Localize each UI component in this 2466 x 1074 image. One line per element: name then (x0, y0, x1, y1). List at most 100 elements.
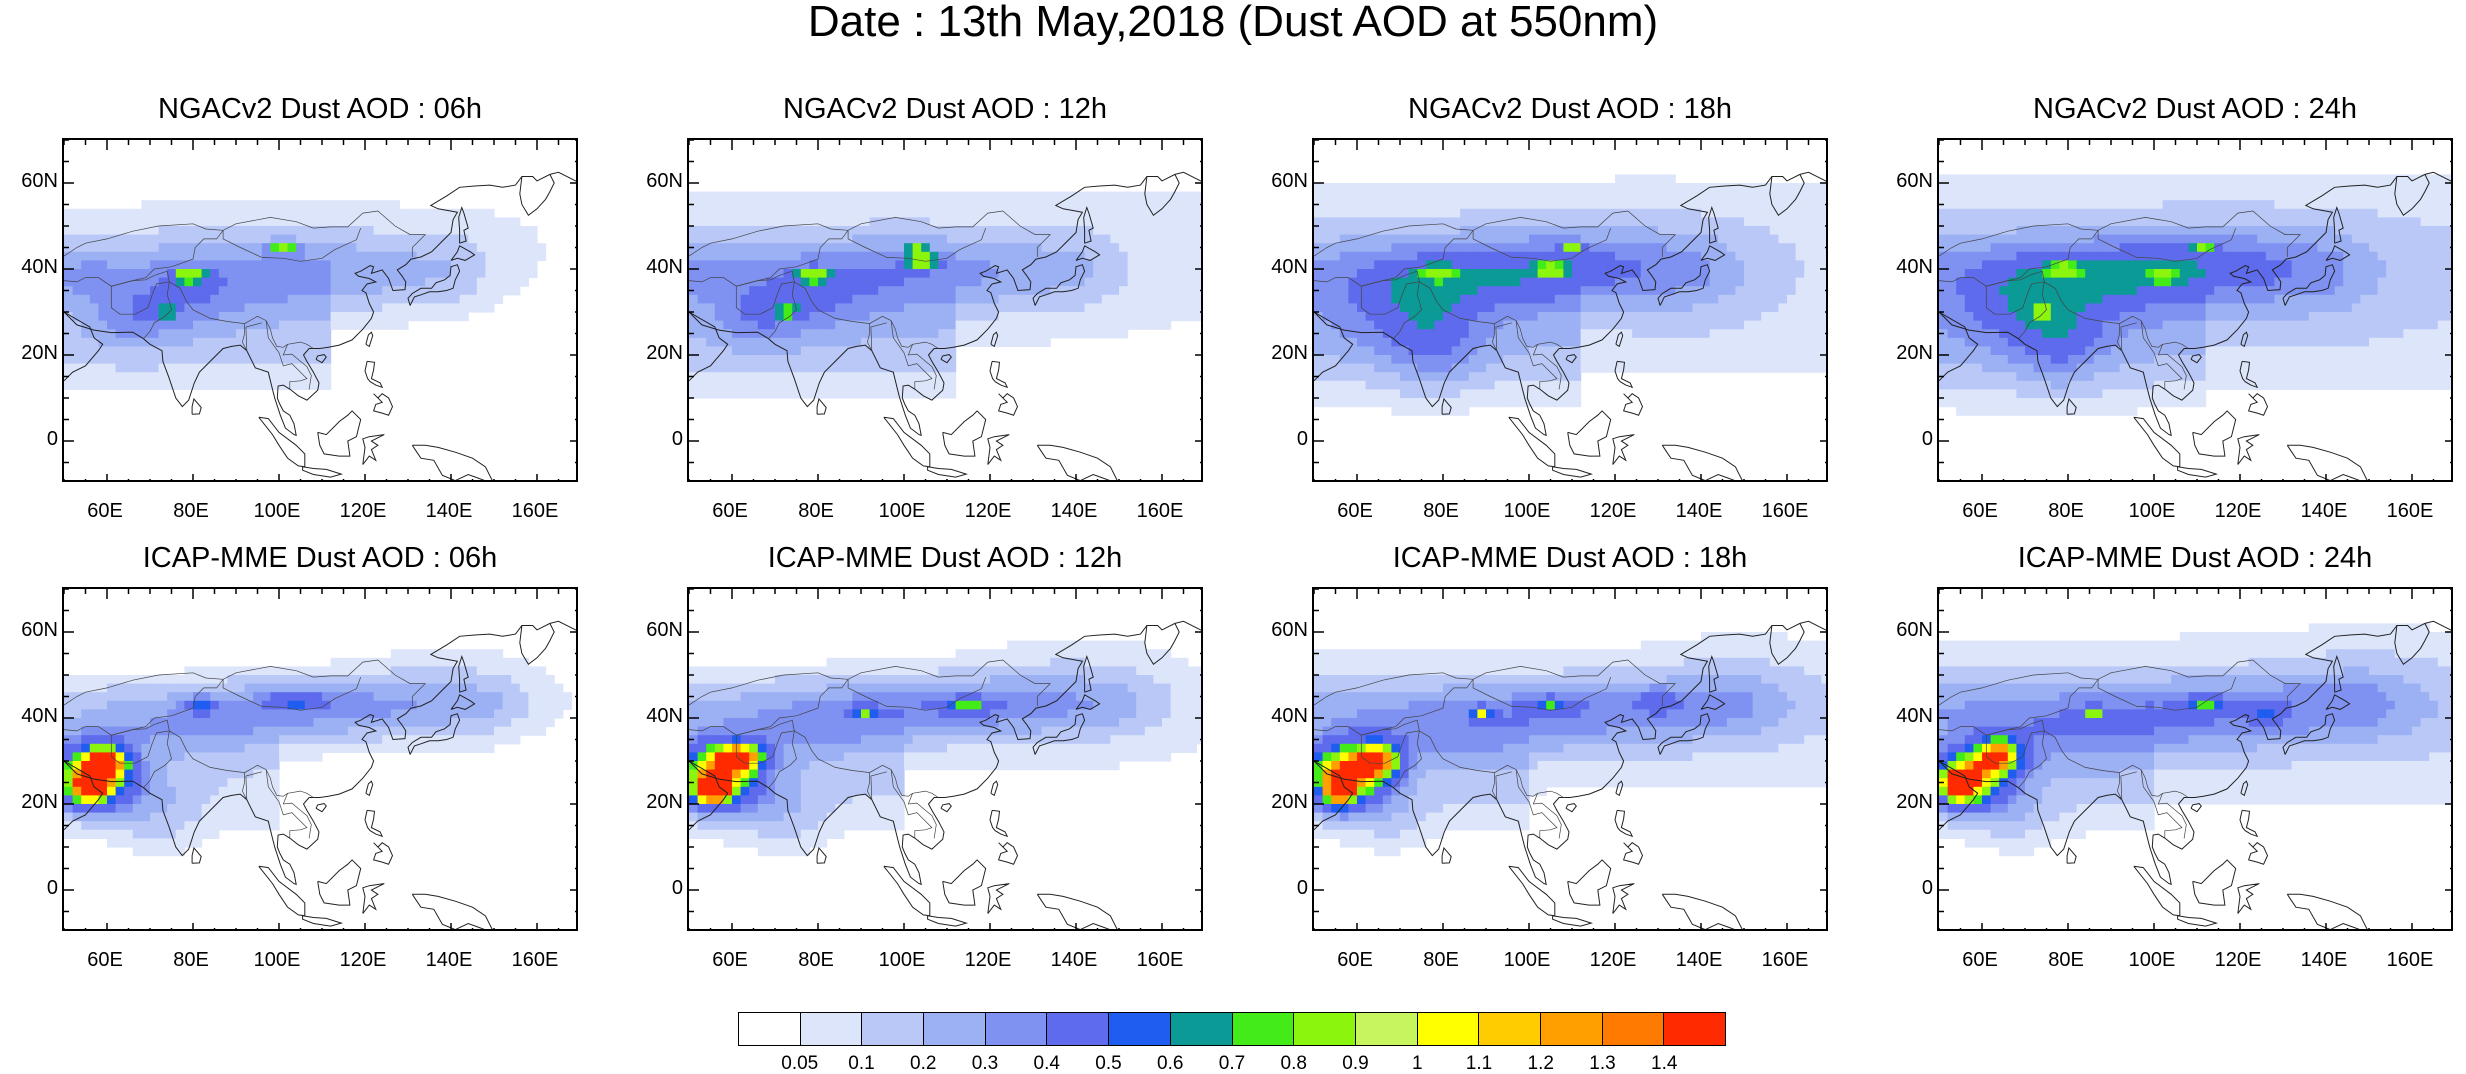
colorbar-swatch (1664, 1013, 1725, 1045)
lon-tick-label: 120E (953, 500, 1023, 522)
dust-aod-map (1314, 140, 1828, 482)
colorbar-label: 1.4 (1634, 1054, 1694, 1074)
panel-title: NGACv2 Dust AOD : 12h (665, 93, 1225, 125)
lon-tick-label: 160E (1750, 500, 1820, 522)
lat-tick-label: 0 (623, 428, 683, 450)
lon-tick-label: 160E (2375, 949, 2445, 971)
lon-tick-label: 60E (1945, 500, 2015, 522)
lat-tick-label: 20N (1873, 791, 1933, 813)
lon-tick-label: 80E (781, 500, 851, 522)
aod-field (689, 641, 1203, 857)
lon-tick-label: 100E (2117, 949, 2187, 971)
lat-tick-label: 0 (1248, 428, 1308, 450)
lat-tick-label: 20N (0, 342, 58, 364)
lon-tick-label: 160E (1125, 500, 1195, 522)
aod-field (1939, 174, 2453, 415)
lon-tick-label: 120E (328, 949, 398, 971)
lon-tick-label: 160E (500, 949, 570, 971)
lat-tick-label: 60N (0, 170, 58, 192)
colorbar-label: 0.9 (1326, 1054, 1386, 1074)
lat-tick-label: 60N (1873, 170, 1933, 192)
colorbar-label: 1.3 (1573, 1054, 1633, 1074)
lon-tick-label: 140E (2289, 949, 2359, 971)
lon-tick-label: 80E (1406, 949, 1476, 971)
lon-tick-label: 160E (1125, 949, 1195, 971)
lat-tick-label: 0 (0, 877, 58, 899)
lon-tick-label: 60E (1945, 949, 2015, 971)
figure-title: Date : 13th May,2018 (Dust AOD at 550nm) (0, 0, 2466, 44)
dust-aod-map (1314, 589, 1828, 931)
lon-tick-label: 120E (328, 500, 398, 522)
lat-tick-label: 40N (1873, 256, 1933, 278)
lon-tick-label: 160E (2375, 500, 2445, 522)
colorbar-label: 0.6 (1140, 1054, 1200, 1074)
lon-tick-label: 80E (781, 949, 851, 971)
map-frame (62, 587, 578, 931)
lat-tick-label: 60N (1873, 619, 1933, 641)
lon-tick-label: 160E (500, 500, 570, 522)
colorbar-swatch (1356, 1013, 1418, 1045)
map-frame (687, 138, 1203, 482)
lat-tick-label: 20N (1248, 791, 1308, 813)
lon-tick-label: 60E (1320, 949, 1390, 971)
lat-tick-label: 40N (1248, 256, 1308, 278)
colorbar-swatch (862, 1013, 924, 1045)
lat-tick-label: 0 (1248, 877, 1308, 899)
dust-aod-map (689, 589, 1203, 931)
colorbar-label: 0.05 (770, 1054, 830, 1074)
lat-tick-label: 60N (623, 170, 683, 192)
map-frame (1312, 138, 1828, 482)
lon-tick-label: 140E (1664, 949, 1734, 971)
lon-tick-label: 100E (242, 949, 312, 971)
colorbar-label: 0.4 (1017, 1054, 1077, 1074)
panel-title: NGACv2 Dust AOD : 06h (40, 93, 600, 125)
lat-tick-label: 0 (1873, 877, 1933, 899)
colorbar-label: 1.2 (1511, 1054, 1571, 1074)
colorbar-swatch (1479, 1013, 1541, 1045)
lat-tick-label: 60N (0, 619, 58, 641)
colorbar-swatch (1541, 1013, 1603, 1045)
aod-field (1939, 623, 2453, 856)
colorbar-label: 0.3 (955, 1054, 1015, 1074)
lat-tick-label: 20N (623, 342, 683, 364)
lat-tick-label: 20N (1248, 342, 1308, 364)
lon-tick-label: 140E (2289, 500, 2359, 522)
lon-tick-label: 80E (156, 949, 226, 971)
lon-tick-label: 80E (1406, 500, 1476, 522)
panel-title: NGACv2 Dust AOD : 24h (1915, 93, 2466, 125)
lat-tick-label: 60N (1248, 170, 1308, 192)
lon-tick-label: 100E (2117, 500, 2187, 522)
panel-title: ICAP-MME Dust AOD : 24h (1915, 542, 2466, 574)
colorbar-label: 1 (1387, 1054, 1447, 1074)
lon-tick-label: 100E (867, 949, 937, 971)
aod-field (1314, 174, 1828, 415)
colorbar-swatch (1109, 1013, 1171, 1045)
aod-field (64, 200, 546, 390)
map-frame (1312, 587, 1828, 931)
colorbar-swatch (801, 1013, 863, 1045)
lat-tick-label: 40N (1873, 705, 1933, 727)
lat-tick-label: 20N (0, 791, 58, 813)
lat-tick-label: 40N (0, 705, 58, 727)
lon-tick-label: 60E (70, 949, 140, 971)
panel-title: ICAP-MME Dust AOD : 18h (1290, 542, 1850, 574)
lat-tick-label: 20N (1873, 342, 1933, 364)
lat-tick-label: 20N (623, 791, 683, 813)
lon-tick-label: 80E (2031, 500, 2101, 522)
colorbar-swatch (1603, 1013, 1665, 1045)
lat-tick-label: 40N (0, 256, 58, 278)
colorbar-swatch (1233, 1013, 1295, 1045)
colorbar-swatch (739, 1013, 801, 1045)
lon-tick-label: 100E (867, 500, 937, 522)
lat-tick-label: 0 (1873, 428, 1933, 450)
lon-tick-label: 140E (1039, 949, 1109, 971)
lon-tick-label: 140E (414, 949, 484, 971)
lat-tick-label: 0 (0, 428, 58, 450)
panel-title: ICAP-MME Dust AOD : 06h (40, 542, 600, 574)
lon-tick-label: 120E (2203, 500, 2273, 522)
aod-field (1314, 632, 1828, 856)
lon-tick-label: 140E (414, 500, 484, 522)
colorbar-swatch (1418, 1013, 1480, 1045)
lon-tick-label: 120E (953, 949, 1023, 971)
colorbar-label: 0.1 (832, 1054, 892, 1074)
